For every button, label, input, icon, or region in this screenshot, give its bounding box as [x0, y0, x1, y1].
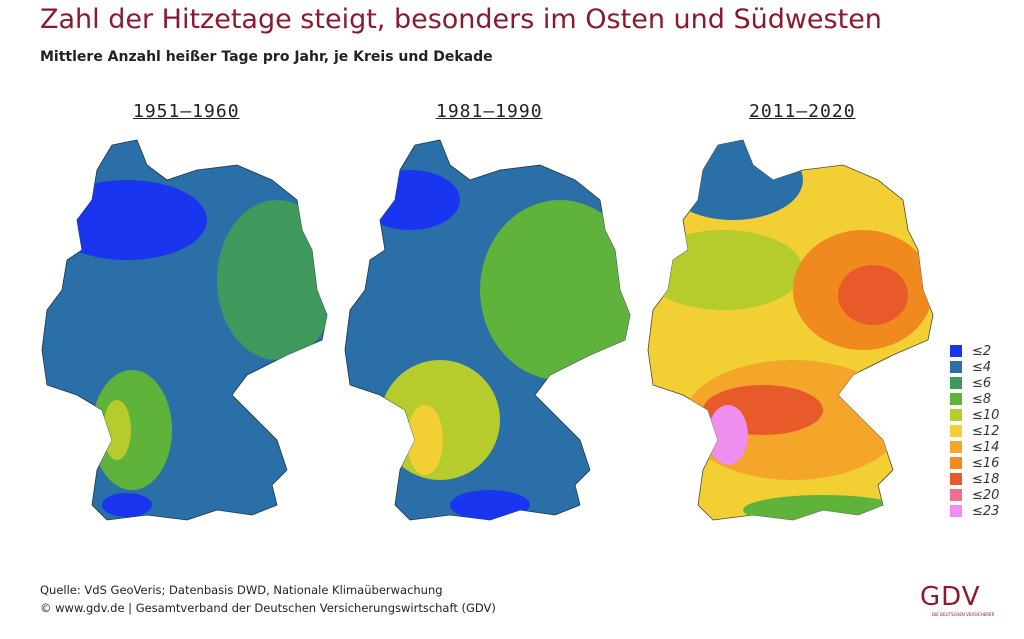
legend-item: ≤6: [950, 375, 999, 391]
panel-title: 1981–1990: [436, 101, 543, 122]
legend-label: ≤8: [972, 391, 992, 407]
legend-label: ≤14: [972, 439, 1000, 455]
legend-swatch: [950, 441, 962, 453]
legend-label: ≤4: [972, 359, 992, 375]
legend-item: ≤23: [950, 503, 999, 519]
legend-label: ≤6: [972, 375, 992, 391]
copyright: © www.gdv.de | Gesamtverband der Deutsch…: [40, 601, 496, 615]
legend-item: ≤20: [950, 487, 999, 503]
legend-label: ≤10: [972, 407, 1000, 423]
legend-swatch: [950, 409, 962, 421]
legend-label: ≤16: [972, 455, 1000, 471]
logo: GDV: [920, 582, 981, 612]
legend-swatch: [950, 457, 962, 469]
map-1951: [41, 139, 328, 521]
map-1981: [344, 139, 631, 521]
panel-title: 2011–2020: [749, 101, 856, 122]
legend-label: ≤18: [972, 471, 1000, 487]
legend-swatch: [950, 425, 962, 437]
legend-swatch: [950, 393, 962, 405]
legend-swatch: [950, 361, 962, 373]
source: Quelle: VdS GeoVeris; Datenbasis DWD, Na…: [40, 583, 443, 597]
legend-item: ≤2: [950, 343, 999, 359]
legend-item: ≤10: [950, 407, 999, 423]
legend-label: ≤20: [972, 487, 1000, 503]
legend-item: ≤18: [950, 471, 999, 487]
legend-swatch: [950, 345, 962, 357]
legend-item: ≤4: [950, 359, 999, 375]
map-2011: [647, 139, 934, 521]
logo-tagline: DIE DEUTSCHEN VERSICHERER: [932, 612, 995, 617]
legend-swatch: [950, 473, 962, 485]
legend-swatch: [950, 505, 962, 517]
title: Zahl der Hitzetage steigt, besonders im …: [40, 4, 882, 35]
legend-swatch: [950, 489, 962, 501]
legend-item: ≤8: [950, 391, 999, 407]
legend-item: ≤12: [950, 423, 999, 439]
legend-label: ≤2: [972, 343, 992, 359]
panel-title: 1951–1960: [133, 101, 240, 122]
subtitle: Mittlere Anzahl heißer Tage pro Jahr, je…: [40, 49, 493, 65]
legend-swatch: [950, 377, 962, 389]
legend-label: ≤23: [972, 503, 1000, 519]
legend-label: ≤12: [972, 423, 1000, 439]
legend-item: ≤14: [950, 439, 999, 455]
legend-item: ≤16: [950, 455, 999, 471]
legend: ≤2 ≤4 ≤6 ≤8 ≤10 ≤12 ≤14 ≤16 ≤18 ≤20 ≤23: [950, 343, 999, 519]
